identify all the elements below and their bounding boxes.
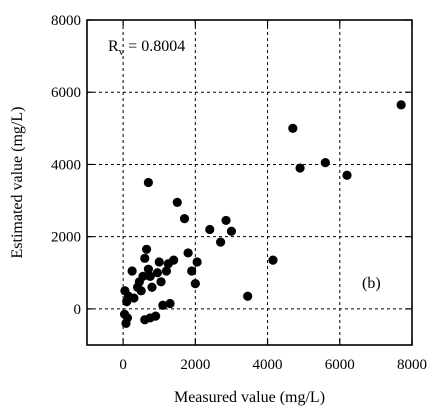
data-point — [161, 266, 172, 276]
x-tick-label: 0 — [119, 357, 127, 373]
data-point — [154, 257, 164, 267]
y-axis-label: Estimated value (mg/L) — [9, 107, 26, 259]
data-point — [129, 293, 139, 303]
data-point — [268, 255, 278, 265]
data-point — [145, 271, 155, 281]
x-tick-label: 6000 — [325, 357, 355, 373]
data-point — [141, 244, 152, 254]
data-point — [216, 237, 226, 247]
data-point — [138, 271, 148, 281]
data-point — [156, 277, 166, 287]
data-point — [158, 300, 168, 310]
data-point — [187, 266, 197, 276]
rv-annotation-subscript: v — [119, 46, 125, 58]
x-tick-label: 8000 — [397, 357, 427, 373]
data-point — [192, 257, 202, 267]
data-point — [226, 226, 237, 236]
data-point — [342, 170, 352, 180]
rv-annotation: Rv = 0.8004 — [108, 38, 185, 58]
data-point — [179, 214, 190, 224]
rv-annotation-main: R — [108, 38, 119, 55]
x-tick-label: 2000 — [180, 357, 210, 373]
panel-label: (b) — [362, 275, 381, 292]
data-point — [172, 197, 182, 207]
data-point — [243, 291, 253, 301]
y-tick-label: 0 — [74, 302, 82, 318]
data-point — [143, 264, 153, 274]
data-point — [136, 286, 146, 296]
data-point — [190, 279, 200, 289]
data-point — [165, 298, 175, 309]
data-point — [140, 253, 150, 263]
y-tick-label: 6000 — [51, 85, 81, 101]
data-point — [143, 177, 153, 188]
x-tick-label: 4000 — [253, 357, 283, 373]
y-tick-label: 2000 — [51, 230, 81, 246]
data-point — [169, 255, 179, 265]
y-tick-label: 8000 — [51, 13, 81, 29]
data-points — [119, 100, 406, 328]
data-point — [127, 266, 137, 276]
data-point — [221, 215, 231, 226]
data-point — [122, 313, 133, 323]
data-point — [205, 224, 215, 235]
plot-frame — [86, 19, 413, 346]
rv-annotation-value: = 0.8004 — [124, 38, 185, 55]
data-point — [183, 248, 193, 258]
data-point — [152, 268, 163, 278]
data-point — [151, 311, 161, 321]
y-tick-label: 4000 — [51, 157, 81, 173]
data-point — [320, 158, 330, 168]
data-point — [288, 123, 298, 133]
data-point — [147, 282, 157, 292]
axis-ticks: 0 2000 4000 6000 8000 0 2000 4000 6000 8000 — [51, 13, 427, 373]
x-axis-label: Measured value (mg/L) — [174, 389, 325, 406]
data-point — [295, 163, 305, 173]
data-point — [396, 100, 406, 110]
